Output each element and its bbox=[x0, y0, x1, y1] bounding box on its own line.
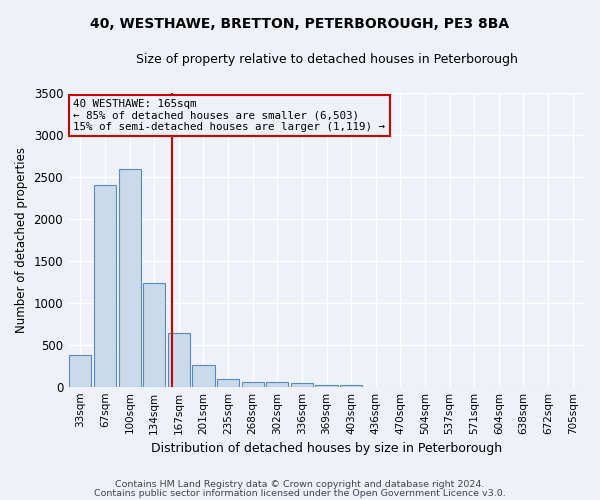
Bar bbox=[69, 355, 91, 386]
Text: Contains HM Land Registry data © Crown copyright and database right 2024.: Contains HM Land Registry data © Crown c… bbox=[115, 480, 485, 489]
Bar bbox=[193, 365, 215, 386]
Bar bbox=[94, 186, 116, 386]
Bar bbox=[316, 385, 338, 386]
Bar bbox=[266, 382, 289, 386]
Bar bbox=[340, 385, 362, 386]
Y-axis label: Number of detached properties: Number of detached properties bbox=[15, 147, 28, 333]
Bar bbox=[119, 168, 140, 386]
Text: 40, WESTHAWE, BRETTON, PETERBOROUGH, PE3 8BA: 40, WESTHAWE, BRETTON, PETERBOROUGH, PE3… bbox=[91, 18, 509, 32]
Bar bbox=[291, 384, 313, 386]
Bar bbox=[168, 333, 190, 386]
Bar bbox=[143, 284, 165, 387]
Text: 40 WESTHAWE: 165sqm
← 85% of detached houses are smaller (6,503)
15% of semi-det: 40 WESTHAWE: 165sqm ← 85% of detached ho… bbox=[73, 99, 385, 132]
Bar bbox=[217, 378, 239, 386]
Text: Contains public sector information licensed under the Open Government Licence v3: Contains public sector information licen… bbox=[94, 488, 506, 498]
X-axis label: Distribution of detached houses by size in Peterborough: Distribution of detached houses by size … bbox=[151, 442, 502, 455]
Bar bbox=[242, 382, 264, 386]
Title: Size of property relative to detached houses in Peterborough: Size of property relative to detached ho… bbox=[136, 52, 517, 66]
